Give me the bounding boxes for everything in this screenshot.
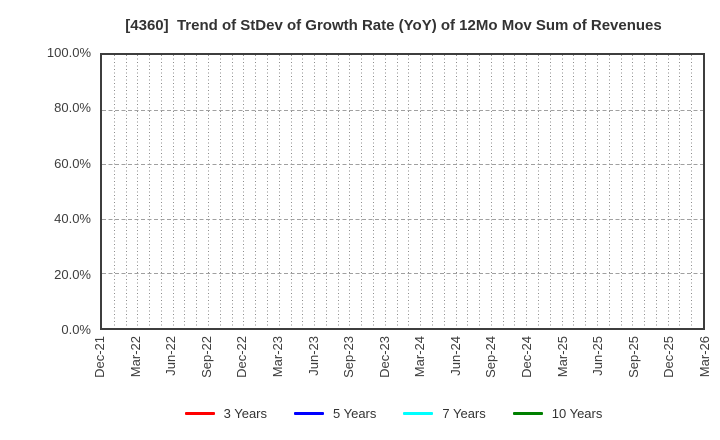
chart-title: [4360] Trend of StDev of Growth Rate (Yo…	[125, 17, 662, 34]
x-tick-label: Mar-24	[412, 336, 428, 378]
legend: 3 Years 5 Years 7 Years 10 Years	[91, 403, 696, 423]
legend-item-3-years: 3 Years	[184, 405, 267, 421]
y-tick-label: 0.0%	[61, 322, 91, 337]
x-tick-label: Sep-25	[625, 336, 641, 378]
gridlines	[102, 55, 703, 328]
y-tick-label: 20.0%	[54, 266, 91, 282]
legend-line-swatch	[184, 411, 215, 415]
legend-item-10-years: 10 Years	[512, 405, 603, 421]
legend-line-swatch	[403, 411, 434, 415]
legend-item-label: 7 Years	[442, 405, 486, 421]
x-tick-label: Sep-24	[483, 336, 499, 378]
y-tick-label: 80.0%	[54, 100, 91, 116]
x-tick-label: Sep-23	[341, 336, 357, 378]
x-tick-label: Mar-25	[554, 336, 570, 378]
x-tick-label: Mar-23	[269, 336, 285, 378]
x-tick-label: Dec-22	[234, 336, 250, 378]
y-tick-label: 100.0%	[46, 45, 91, 60]
legend-item-5-years: 5 Years	[294, 406, 376, 421]
x-tick-label: Jun-25	[590, 336, 606, 376]
y-tick-label: 60.0%	[54, 155, 91, 171]
x-tick-label: Jun-24	[447, 336, 463, 376]
y-tick-label: 40.0%	[54, 211, 91, 227]
legend-item-7-years: 7 Years	[403, 405, 486, 421]
legend-line-swatch	[294, 411, 324, 415]
legend-line-swatch	[512, 411, 543, 415]
x-tick-label: Dec-21	[92, 336, 107, 378]
legend-item-label: 3 Years	[223, 405, 267, 421]
x-tick-label: Jun-22	[163, 336, 179, 376]
x-tick-label: Jun-23	[305, 336, 321, 376]
x-tick-label: Sep-22	[198, 336, 214, 378]
plot-area	[100, 53, 705, 330]
x-tick-label: Mar-26	[697, 336, 712, 378]
x-tick-label: Dec-23	[376, 336, 392, 378]
legend-item-label: 5 Years	[333, 405, 377, 421]
x-tick-label: Mar-22	[127, 336, 143, 378]
x-tick-label: Dec-25	[661, 336, 677, 378]
legend-item-label: 10 Years	[551, 405, 603, 421]
x-tick-label: Dec-24	[519, 336, 535, 378]
